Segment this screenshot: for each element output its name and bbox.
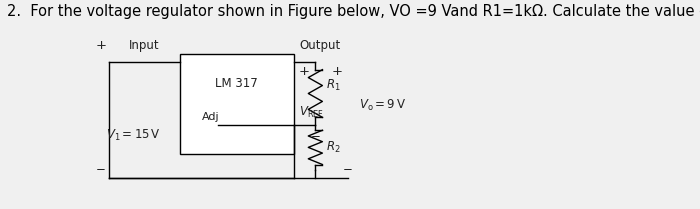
FancyBboxPatch shape [180, 54, 294, 154]
Text: −: − [310, 130, 321, 143]
Text: Adj: Adj [202, 112, 219, 122]
Text: +: + [299, 65, 310, 78]
Text: +: + [96, 40, 106, 52]
Text: $R_2$: $R_2$ [326, 140, 341, 155]
Text: Input: Input [129, 40, 160, 52]
Text: Output: Output [299, 40, 340, 52]
Text: 2.  For the voltage regulator shown in Figure below, VO =9 Vand R1=1kΩ. Calculat: 2. For the voltage regulator shown in Fi… [7, 4, 700, 19]
Text: $V_1 = 15\,\mathrm{V}$: $V_1 = 15\,\mathrm{V}$ [106, 128, 161, 143]
Text: $R_1$: $R_1$ [326, 78, 341, 93]
Text: $V_{\mathrm{o}} = 9\,\mathrm{V}$: $V_{\mathrm{o}} = 9\,\mathrm{V}$ [358, 98, 406, 113]
Text: −: − [96, 163, 106, 176]
Text: $V_{\mathrm{REF}}$: $V_{\mathrm{REF}}$ [299, 105, 324, 120]
Text: +: + [332, 65, 342, 78]
Text: LM 317: LM 317 [216, 76, 258, 89]
Text: −: − [343, 163, 353, 176]
